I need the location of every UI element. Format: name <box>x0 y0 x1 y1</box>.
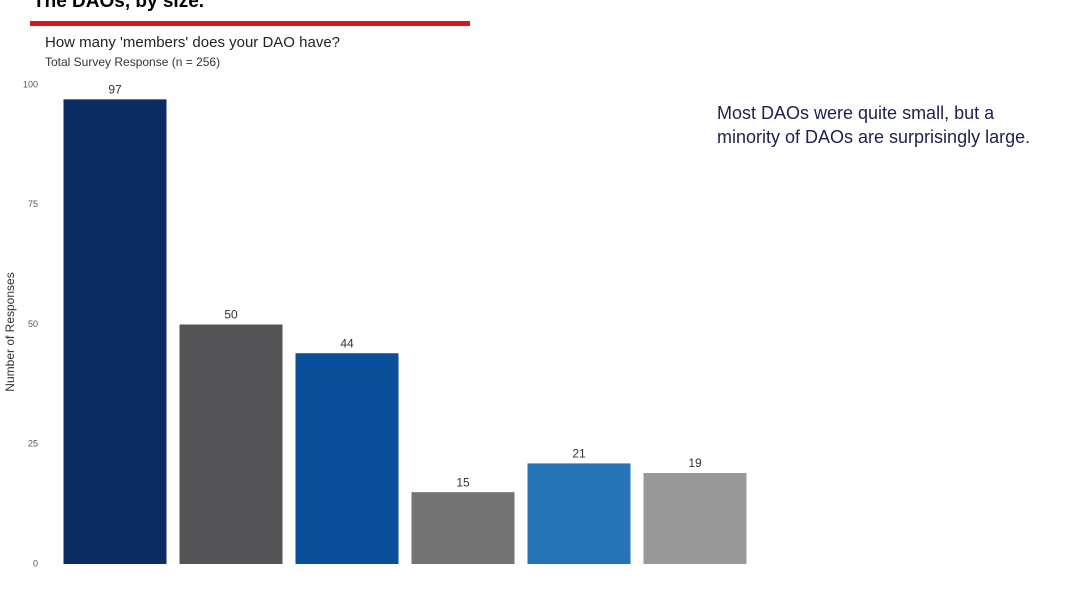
value-label: 44 <box>340 336 354 350</box>
chart-title: How many 'members' does your DAO have? <box>45 34 340 51</box>
bar <box>527 463 631 564</box>
value-label: 15 <box>456 475 470 489</box>
bar <box>63 99 167 565</box>
value-label: 21 <box>572 447 586 461</box>
bar <box>295 353 399 564</box>
slide-heading: The DAOs, by size. <box>33 0 204 12</box>
y-tick-label: 0 <box>33 558 38 568</box>
bar <box>179 324 283 564</box>
bar <box>643 472 747 564</box>
heading-rule <box>30 21 470 26</box>
y-tick-label: 75 <box>28 199 38 209</box>
bar <box>411 492 515 564</box>
y-tick-label: 50 <box>28 319 38 329</box>
y-tick-label: 100 <box>23 79 38 89</box>
annotation: Most DAOs were quite small, but a minori… <box>717 103 1031 147</box>
y-axis-label: Number of Responses <box>3 272 17 391</box>
value-label: 19 <box>688 456 702 470</box>
chart-subtitle: Total Survey Response (n = 256) <box>45 55 220 69</box>
y-tick-label: 25 <box>28 439 38 449</box>
value-label: 50 <box>224 308 238 322</box>
value-label: 97 <box>108 83 122 97</box>
